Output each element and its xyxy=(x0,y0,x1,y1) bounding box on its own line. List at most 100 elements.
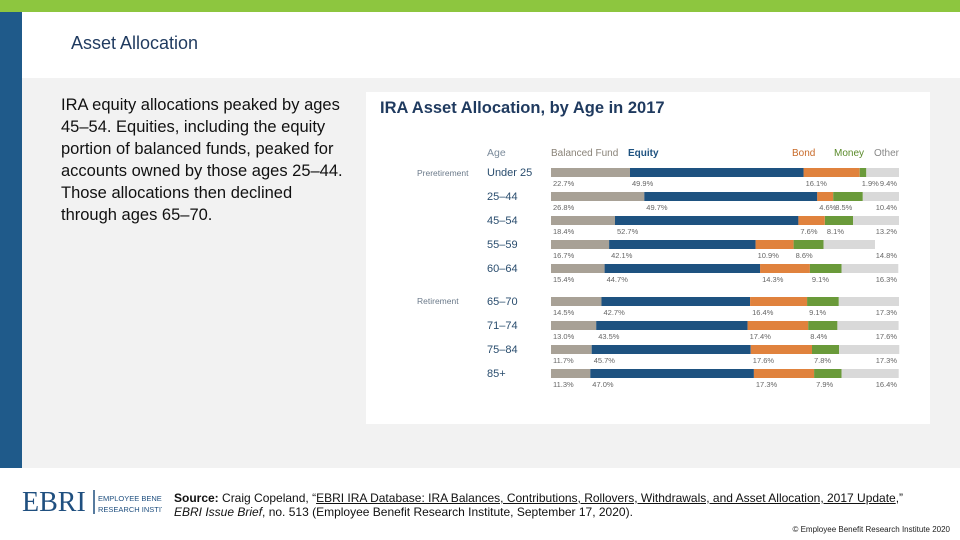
age-column-header: Age xyxy=(487,147,506,159)
data-label: 22.7% xyxy=(553,179,575,188)
chart-row: 65–70 14.5% 42.7% 16.4% 9.1% 17.3% xyxy=(487,296,899,317)
bar-segment-bond xyxy=(755,240,794,249)
page-title: Asset Allocation xyxy=(71,33,199,53)
bar-segment-money xyxy=(812,345,840,354)
left-accent-bar xyxy=(0,12,22,468)
data-label: 1.9% xyxy=(862,179,879,188)
bar-segment-bond xyxy=(750,297,808,306)
chart-row: Under 25 22.7% 49.9% 16.1% 1.9% 9.4% xyxy=(487,167,899,188)
data-label: 8.1% xyxy=(827,227,844,236)
source-label: Source: xyxy=(174,491,219,505)
legend-bond: Bond xyxy=(792,148,815,159)
bar-segment-bond xyxy=(747,321,809,330)
bar-segment-balanced-fund xyxy=(551,297,602,306)
bar-segment-money xyxy=(809,264,842,273)
data-label: 9.1% xyxy=(809,308,826,317)
chart-rows: Under 25 22.7% 49.9% 16.1% 1.9% 9.4% 25–44 26.8… xyxy=(487,167,900,389)
top-accent-bar xyxy=(0,0,960,12)
bar-segment-balanced-fund xyxy=(551,240,610,249)
data-label: 11.7% xyxy=(553,356,574,365)
data-label: 7.8% xyxy=(814,356,831,365)
group-labels: Preretirement Retirement xyxy=(417,168,469,306)
data-label: 8.6% xyxy=(796,251,813,260)
bar-segment-bond xyxy=(750,345,812,354)
chart-legend: Balanced Fund Equity Bond Money Other xyxy=(551,148,900,159)
data-label: 13.2% xyxy=(876,227,898,236)
source-citation: Source: Craig Copeland, “EBRI IRA Databa… xyxy=(174,491,934,519)
bar-segment-other xyxy=(862,192,899,201)
bar-segment-money xyxy=(814,369,842,378)
bar-segment-balanced-fund xyxy=(551,345,592,354)
data-label: 43.5% xyxy=(598,332,620,341)
chart-row: 60–64 15.4% 44.7% 14.3% 9.1% 16.3% xyxy=(487,263,899,284)
body-text: IRA equity allocations peaked by ages 45… xyxy=(61,96,343,224)
legend-other: Other xyxy=(874,148,900,159)
data-label: 17.4% xyxy=(750,332,772,341)
data-label: 52.7% xyxy=(617,227,639,236)
chart-row: 25–44 26.8% 49.7% 4.6%8.5% 10.4% xyxy=(487,191,899,212)
data-label: 17.3% xyxy=(756,380,778,389)
data-label: 11.3% xyxy=(553,380,574,389)
source-after-link: ,” xyxy=(895,491,904,505)
logo-line-1: EMPLOYEE BENEFIT xyxy=(98,494,162,503)
bar-segment-equity xyxy=(609,240,756,249)
bar-segment-equity xyxy=(604,264,761,273)
data-label: 17.3% xyxy=(876,308,898,317)
data-label: 49.7% xyxy=(646,203,668,212)
logo-wordmark: EBRI xyxy=(22,487,86,518)
bar-segment-money xyxy=(824,216,854,225)
bar-segment-balanced-fund xyxy=(551,168,630,177)
chart-panel xyxy=(366,92,930,424)
bar-segment-balanced-fund xyxy=(551,192,645,201)
bar-segment-balanced-fund xyxy=(551,369,591,378)
data-label: 16.3% xyxy=(876,275,898,284)
data-label: 16.1% xyxy=(806,179,828,188)
bar-segment-other xyxy=(841,264,899,273)
source-link[interactable]: EBRI IRA Database: IRA Balances, Contrib… xyxy=(316,491,896,505)
row-label: 45–54 xyxy=(487,215,518,227)
bar-segment-other xyxy=(823,240,875,249)
group-label-preretirement: Preretirement xyxy=(417,168,469,178)
logo-line-2: RESEARCH INSTITUTE xyxy=(98,505,162,514)
data-label: 7.6% xyxy=(800,227,817,236)
chart-row: 75–84 11.7% 45.7% 17.6% 7.8% 17.3% xyxy=(487,344,900,365)
data-label: 18.4% xyxy=(553,227,575,236)
data-label: 17.3% xyxy=(876,356,898,365)
bar-segment-bond xyxy=(798,216,825,225)
data-label: 45.7% xyxy=(594,356,616,365)
bar-segment-equity xyxy=(596,321,748,330)
bar-segment-money xyxy=(808,321,838,330)
bar-segment-equity xyxy=(590,369,754,378)
data-label: 7.9% xyxy=(816,380,833,389)
data-label: 16.4% xyxy=(876,380,898,389)
data-label: 16.7% xyxy=(553,251,575,260)
copyright-notice: © Employee Benefit Research Institute 20… xyxy=(792,525,950,534)
legend-equity: Equity xyxy=(628,148,659,159)
row-label: 85+ xyxy=(487,368,506,380)
chart-row: 85+ 11.3% 47.0% 17.3% 7.9% 16.4% xyxy=(487,368,899,389)
data-label: 13.0% xyxy=(553,332,575,341)
data-label: 16.4% xyxy=(752,308,774,317)
data-label: 17.6% xyxy=(876,332,898,341)
bar-segment-equity xyxy=(644,192,818,201)
data-label: 42.1% xyxy=(611,251,633,260)
bar-segment-money xyxy=(793,240,824,249)
bar-segment-other xyxy=(839,345,900,354)
data-label: 9.4% xyxy=(880,179,897,188)
chart-row: 45–54 18.4% 52.7% 7.6% 8.1% 13.2% xyxy=(487,215,899,236)
data-label: 49.9% xyxy=(632,179,654,188)
data-label: 14.5% xyxy=(553,308,575,317)
title-band xyxy=(22,12,960,78)
data-label: 14.8% xyxy=(876,251,898,260)
bar-segment-money xyxy=(859,168,867,177)
row-label: 25–44 xyxy=(487,191,518,203)
chart-row: 71–74 13.0% 43.5% 17.4% 8.4% 17.6% xyxy=(487,320,899,341)
bar-segment-equity xyxy=(601,297,751,306)
row-label: Under 25 xyxy=(487,167,532,179)
bar-segment-bond xyxy=(803,168,860,177)
bar-segment-bond xyxy=(753,369,815,378)
bar-segment-balanced-fund xyxy=(551,264,605,273)
bar-segment-other xyxy=(853,216,899,225)
source-author: Craig Copeland, “ xyxy=(218,491,317,505)
chart-title: IRA Asset Allocation, by Age in 2017 xyxy=(380,99,665,117)
